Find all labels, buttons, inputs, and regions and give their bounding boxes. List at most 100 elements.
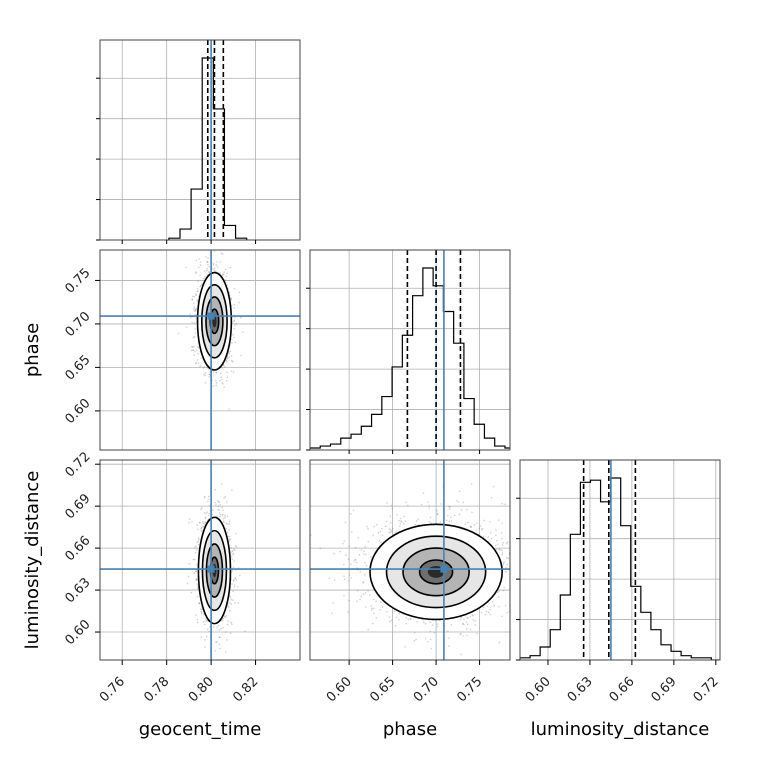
sample-point <box>202 367 205 369</box>
sample-point <box>343 575 345 577</box>
sample-point <box>197 353 199 355</box>
contour-line <box>196 271 233 371</box>
sample-point <box>232 566 235 569</box>
x-tick-label: 0.76 <box>97 674 128 705</box>
sample-point <box>195 272 197 274</box>
sample-point <box>200 284 202 287</box>
sample-point <box>365 553 367 556</box>
sample-point <box>415 519 418 522</box>
sample-point <box>191 521 193 523</box>
sample-point <box>396 514 398 516</box>
sample-point <box>516 509 518 511</box>
sample-point <box>507 557 510 560</box>
sample-point <box>437 623 439 625</box>
sample-point <box>366 526 368 528</box>
sample-point <box>231 550 234 552</box>
sample-point <box>218 636 221 638</box>
sample-point <box>232 599 234 601</box>
sample-point <box>345 554 347 556</box>
sample-point <box>206 261 208 263</box>
sample-point <box>196 290 198 293</box>
sample-point <box>389 528 392 531</box>
sample-point <box>231 558 233 560</box>
sample-point <box>407 618 410 621</box>
sample-point <box>498 548 500 550</box>
sample-point <box>474 624 477 626</box>
sample-point <box>197 280 199 283</box>
sample-point <box>498 641 501 644</box>
sample-point <box>538 585 540 587</box>
sample-point <box>409 617 412 620</box>
sample-point <box>501 553 504 556</box>
y-tick-label: 0.63 <box>62 575 93 606</box>
sample-point <box>225 501 228 503</box>
sample-point <box>204 516 207 518</box>
contour-line <box>205 543 224 598</box>
x-tick-label: 0.60 <box>324 674 355 705</box>
sample-point <box>215 382 218 384</box>
contour-line <box>385 535 487 609</box>
sample-point <box>200 612 203 614</box>
sample-point <box>458 490 461 493</box>
sample-point <box>230 551 232 553</box>
sample-point <box>436 625 439 628</box>
x-tick-label: 0.60 <box>523 674 554 705</box>
sample-point <box>367 628 370 631</box>
sample-point <box>497 595 500 598</box>
sample-point <box>231 570 234 572</box>
sample-point <box>204 275 206 278</box>
sample-point <box>193 322 196 324</box>
sample-point <box>398 612 400 615</box>
x-tick-label: 0.69 <box>649 674 680 705</box>
sample-point <box>233 548 235 550</box>
sample-point <box>194 309 197 312</box>
sample-point <box>234 549 236 552</box>
sample-point <box>234 577 237 579</box>
x-tick-label: 0.72 <box>691 674 722 705</box>
sample-point <box>213 626 215 628</box>
sample-point <box>193 310 196 313</box>
sample-point <box>343 563 345 566</box>
sample-point <box>192 558 195 561</box>
sample-point <box>469 628 472 631</box>
sample-point <box>208 630 210 633</box>
sample-point <box>225 360 228 363</box>
sample-point <box>493 604 496 607</box>
sample-point <box>194 546 196 549</box>
sample-point <box>206 511 208 513</box>
x-tick-label: 0.66 <box>607 674 638 705</box>
sample-point <box>364 546 366 548</box>
sample-point <box>220 627 223 630</box>
x-tick-label: 0.78 <box>141 674 172 705</box>
sample-point <box>505 566 507 569</box>
panel-frame <box>519 459 721 661</box>
sample-point <box>448 508 451 510</box>
sample-point <box>224 516 226 519</box>
sample-point <box>206 628 209 631</box>
sample-point <box>205 635 208 638</box>
sample-point <box>506 611 508 614</box>
sample-point <box>193 354 195 356</box>
sample-point <box>229 266 232 269</box>
sample-point <box>177 332 180 335</box>
sample-point <box>364 561 366 564</box>
x-tick-label: 0.75 <box>454 674 485 705</box>
sample-point <box>197 288 199 290</box>
sample-point <box>359 598 361 601</box>
sample-point <box>224 495 227 498</box>
sample-point <box>549 580 551 582</box>
sample-point <box>500 532 503 534</box>
sample-point <box>471 511 473 514</box>
sample-point <box>228 352 230 355</box>
sample-point <box>370 556 372 558</box>
sample-point <box>200 610 203 613</box>
sample-point <box>459 618 462 620</box>
sample-point <box>219 515 221 518</box>
sample-point <box>439 521 442 523</box>
sample-point <box>319 547 322 550</box>
sample-point <box>420 503 423 506</box>
sample-point <box>218 501 220 503</box>
sample-point <box>222 247 224 249</box>
sample-point <box>487 536 490 538</box>
sample-point <box>467 521 469 524</box>
